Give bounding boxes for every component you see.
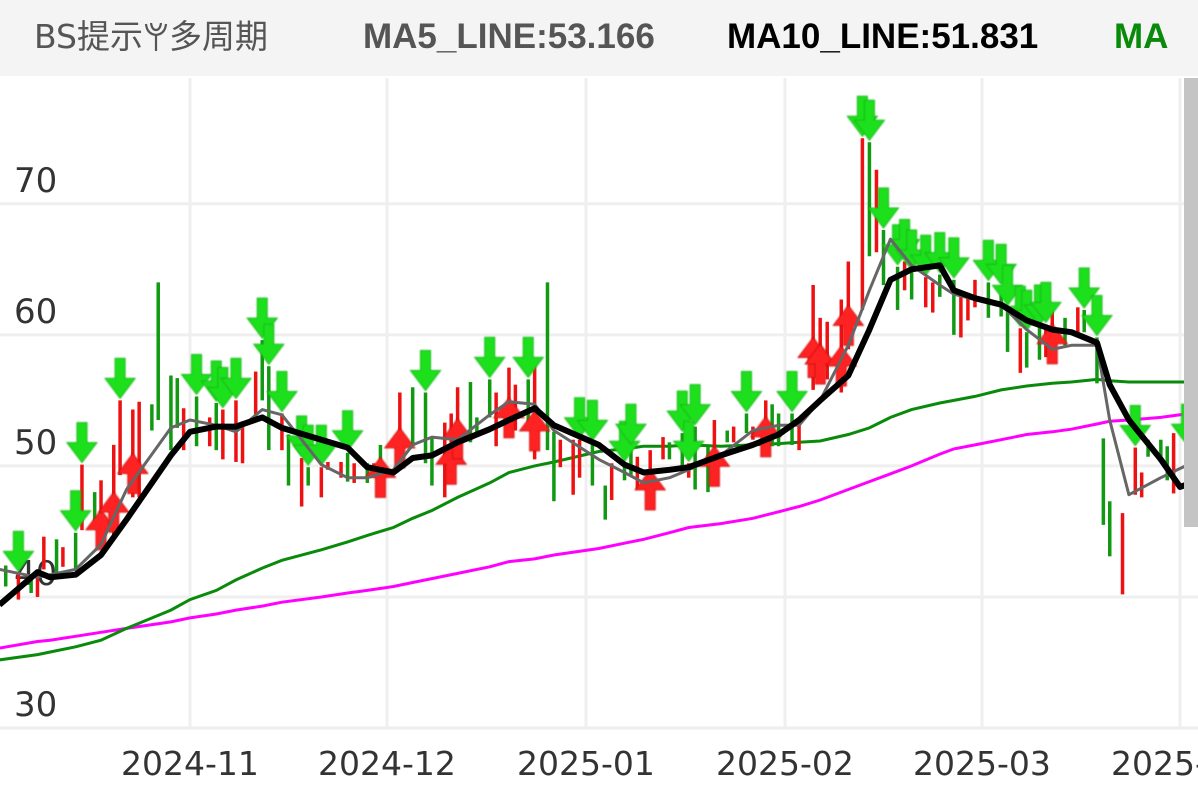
sell-arrow-icon	[576, 399, 609, 442]
sell-arrow-icon	[206, 367, 239, 409]
buy-arrow-icon	[1036, 322, 1069, 365]
bs-label: BS提示	[34, 17, 144, 56]
sell-arrow-icon	[305, 424, 338, 467]
signal-arrows	[2, 95, 1198, 573]
bs-signal-toggle[interactable]: BS提示 多周期	[34, 14, 268, 60]
y-tick-label: 70	[14, 161, 57, 201]
buy-arrow-icon	[435, 443, 468, 485]
sell-arrow-icon	[409, 350, 442, 392]
sell-arrow-icon	[853, 99, 886, 142]
sell-arrow-icon	[1080, 294, 1113, 337]
x-tick-label: 2024-11	[121, 744, 259, 783]
sell-arrow-icon	[937, 237, 970, 279]
ma10-line	[0, 262, 1198, 608]
x-tick-label: 2025-04	[1111, 744, 1198, 783]
scrollbar[interactable]	[1184, 78, 1198, 527]
buy-arrow-icon	[116, 452, 149, 494]
buy-arrow-icon	[832, 304, 865, 346]
sell-arrow-icon	[1029, 281, 1062, 324]
ma10-legend: MA10_LINE:51.831	[727, 17, 1039, 56]
sell-arrow-icon	[104, 357, 137, 400]
buy-arrow-icon	[634, 469, 667, 511]
sell-arrow-icon	[614, 403, 647, 446]
sell-arrow-icon	[219, 357, 252, 400]
moving-average-lines-front	[0, 237, 1198, 608]
sell-arrow-icon	[512, 336, 545, 379]
sell-arrow-icon	[867, 187, 900, 229]
sell-arrow-icon	[2, 530, 35, 573]
y-tick-label: 30	[14, 685, 57, 725]
x-tick-label: 2024-12	[318, 744, 456, 783]
x-tick-label: 2025-02	[716, 744, 854, 783]
y-tick-label: 60	[14, 292, 57, 332]
y-tick-label: 50	[14, 423, 57, 463]
sell-arrow-icon	[265, 370, 298, 413]
sell-arrow-icon	[331, 410, 364, 452]
sell-arrow-icon	[776, 370, 809, 413]
multi-period-label: 多周期	[169, 17, 269, 56]
ma-next-legend: MA	[1114, 17, 1169, 56]
sell-arrow-icon	[730, 370, 763, 413]
grid-lines	[0, 78, 1198, 730]
indicator-header: BS提示 多周期 MA5_LINE:53.166 MA10_LINE:51.831…	[0, 0, 1198, 76]
sell-arrow-icon	[473, 336, 506, 379]
sell-arrow-icon	[65, 422, 98, 464]
ma-magenta-line	[0, 412, 1198, 650]
ma5-legend: MA5_LINE:53.166	[363, 17, 655, 56]
sell-arrow-icon	[59, 490, 92, 532]
x-axis-labels: 2024-11 2024-12 2025-01 2025-02 2025-03 …	[121, 744, 1198, 783]
sell-arrow-icon	[679, 384, 712, 426]
sell-arrow-icon	[672, 420, 705, 463]
x-tick-label: 2025-01	[517, 744, 655, 783]
buy-arrow-icon	[518, 410, 551, 452]
sell-arrow-icon	[252, 323, 285, 366]
candles	[3, 138, 1189, 600]
sprout-icon	[144, 22, 168, 51]
x-tick-label: 2025-03	[913, 744, 1051, 783]
